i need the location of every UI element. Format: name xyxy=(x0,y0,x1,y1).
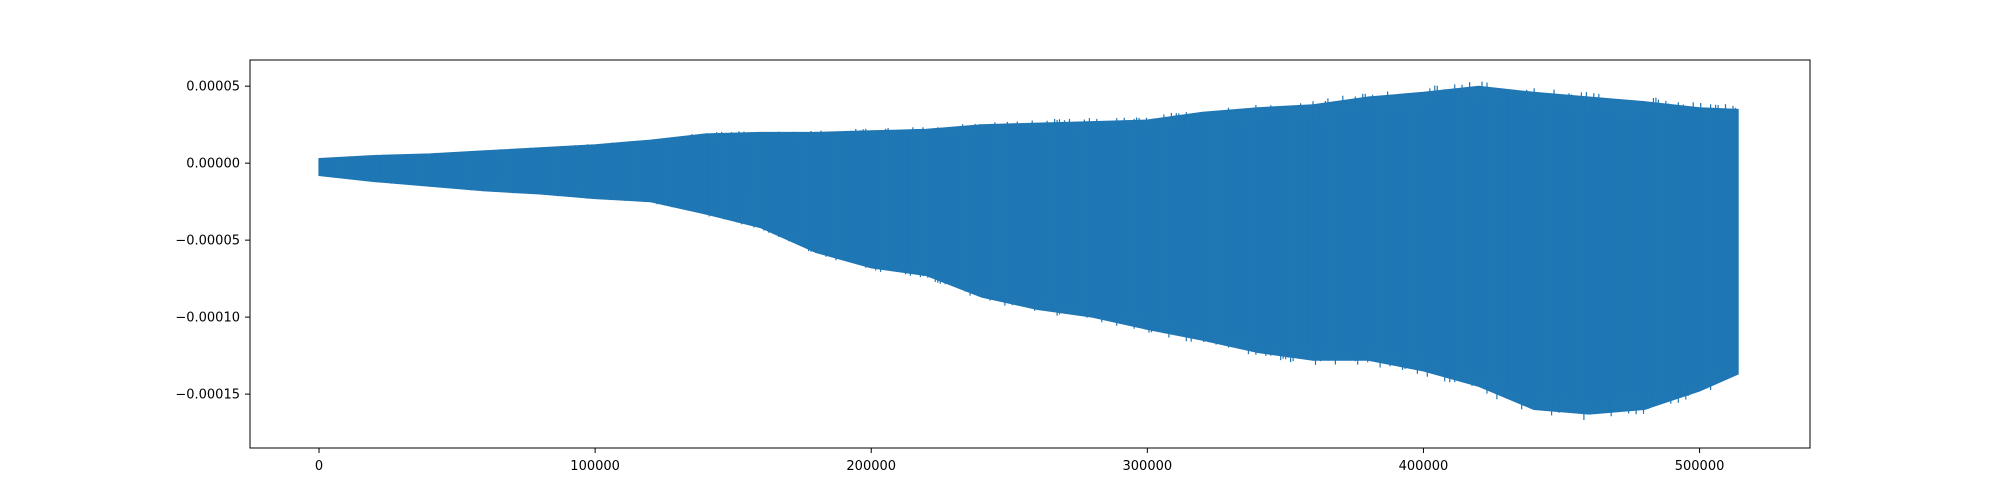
plot-frame xyxy=(249,59,1811,449)
x-tick-label: 0 xyxy=(315,459,323,474)
x-tick-label: 200000 xyxy=(846,459,896,474)
x-tick-label: 500000 xyxy=(1675,459,1725,474)
x-axis: 0 100000 200000 300000 400000 500000 xyxy=(315,448,1724,474)
y-axis: 0.00005 0.00000 −0.00005 −0.00010 −0.00015 xyxy=(175,80,250,403)
x-tick-label: 100000 xyxy=(570,459,620,474)
series-layer xyxy=(318,81,1739,420)
x-tick-label: 300000 xyxy=(1123,459,1173,474)
series-0-trace xyxy=(318,81,1739,420)
y-tick-label: −0.00010 xyxy=(175,311,240,326)
y-tick-label: −0.00005 xyxy=(175,234,240,249)
y-tick-label: 0.00000 xyxy=(186,157,240,172)
y-tick-label: −0.00015 xyxy=(175,388,240,403)
x-tick-label: 400000 xyxy=(1399,459,1449,474)
y-tick-label: 0.00005 xyxy=(186,80,240,95)
